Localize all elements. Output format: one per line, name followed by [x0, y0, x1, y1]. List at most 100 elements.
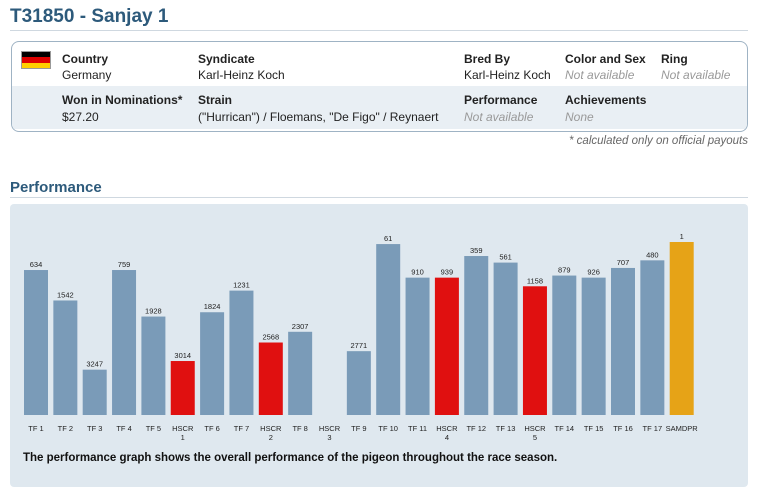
chart-bar	[522, 286, 547, 415]
syndicate-label: Syndicate	[198, 52, 255, 66]
chart-bar	[611, 267, 635, 415]
country-label: Country	[62, 52, 108, 66]
bar-value-label: 3014	[174, 351, 191, 360]
bar-value-label: 939	[441, 268, 454, 277]
chart-bar	[141, 316, 166, 415]
chart-bar	[288, 331, 313, 415]
bar-value-label: 61	[384, 234, 392, 243]
strain-label: Strain	[198, 93, 233, 107]
bar-value-label: 707	[617, 258, 630, 267]
chart-caption: The performance graph shows the overall …	[23, 452, 558, 464]
flag-stripe	[22, 52, 50, 58]
x-tick-label: 1	[181, 433, 185, 442]
bar-value-label: 1231	[233, 281, 250, 290]
chart-bar	[258, 342, 283, 415]
x-tick-label: TF 12	[466, 424, 486, 433]
x-tick-label: HSCR	[172, 424, 194, 433]
x-tick-label: TF 15	[584, 424, 604, 433]
x-tick-label: TF 3	[87, 424, 102, 433]
color-sex-value: Not available	[565, 68, 635, 82]
bar-value-label: 879	[558, 266, 571, 275]
chart-bar	[405, 277, 430, 415]
chart-bar	[53, 300, 78, 415]
chart-bar	[552, 275, 577, 415]
performance-section-title: Performance	[10, 179, 102, 196]
x-tick-label: TF 17	[643, 424, 663, 433]
x-tick-label: HSCR	[524, 424, 546, 433]
country-value: Germany	[62, 68, 112, 82]
ring-label: Ring	[661, 52, 688, 66]
x-tick-label: 3	[327, 433, 331, 442]
chart-bar	[24, 270, 48, 415]
bar-value-label: 759	[118, 260, 131, 269]
x-tick-label: TF 8	[292, 424, 307, 433]
info-row-shaded	[12, 86, 747, 129]
x-tick-label: TF 7	[234, 424, 249, 433]
performance-bar-chart: 634 TF 1 1542 TF 2 3247 TF 3 759 TF 4 1928 TF 5 30…	[24, 232, 699, 442]
performance-label: Performance	[464, 93, 538, 107]
bred-by-value: Karl-Heinz Koch	[464, 68, 551, 82]
achievements-value: None	[565, 110, 594, 124]
x-tick-label: HSCR	[319, 424, 341, 433]
bar-value-label: 1928	[145, 307, 162, 316]
x-tick-label: 5	[533, 433, 537, 442]
x-tick-label: TF 6	[204, 424, 219, 433]
color-sex-label: Color and Sex	[565, 52, 646, 66]
chart-bar	[669, 242, 694, 415]
chart-bar	[82, 369, 107, 415]
bar-value-label: 1824	[204, 302, 221, 311]
x-tick-label: TF 9	[351, 424, 366, 433]
x-tick-label: TF 1	[28, 424, 43, 433]
x-tick-label: TF 2	[58, 424, 73, 433]
flag-stripe	[22, 62, 50, 68]
x-tick-label: HSCR	[260, 424, 282, 433]
section-divider	[10, 197, 748, 198]
chart-bar	[640, 260, 665, 415]
pigeon-info-card: Country Germany Syndicate Karl-Heinz Koc…	[11, 41, 748, 132]
germany-flag-icon	[21, 51, 51, 69]
performance-value: Not available	[464, 110, 534, 124]
bar-value-label: 2307	[292, 322, 309, 331]
chart-bar	[346, 351, 371, 415]
chart-bar	[200, 312, 225, 415]
chart-bar	[376, 244, 401, 415]
bar-value-label: 926	[587, 268, 600, 277]
bar-value-label: 480	[646, 250, 659, 259]
chart-bar	[493, 262, 518, 415]
strain-value: ("Hurrican") / Floemans, "De Figo" / Rey…	[198, 110, 439, 124]
chart-bar	[229, 290, 254, 415]
x-tick-label: TF 5	[146, 424, 161, 433]
x-tick-label: HSCR	[436, 424, 458, 433]
x-tick-label: TF 11	[408, 424, 427, 433]
bar-value-label: 1	[680, 232, 684, 241]
achievements-label: Achievements	[565, 93, 647, 107]
bar-value-label: 910	[411, 268, 424, 277]
won-value: $27.20	[62, 110, 99, 124]
x-tick-label: 4	[445, 433, 449, 442]
ring-value: Not available	[661, 68, 731, 82]
flag-stripe	[22, 57, 50, 63]
bar-value-label: 3247	[86, 360, 103, 369]
bar-value-label: 1158	[527, 276, 543, 285]
title-divider	[10, 30, 748, 31]
x-tick-label: TF 13	[496, 424, 516, 433]
bar-value-label: 634	[30, 260, 43, 269]
syndicate-value: Karl-Heinz Koch	[198, 68, 285, 82]
chart-bar	[112, 270, 137, 415]
chart-bar	[170, 361, 195, 415]
performance-chart-panel: 634 TF 1 1542 TF 2 3247 TF 3 759 TF 4 1928 TF 5 30…	[10, 204, 748, 487]
chart-bar	[464, 256, 489, 415]
bar-value-label: 1542	[57, 290, 74, 299]
chart-bar	[581, 277, 606, 415]
x-tick-label: TF 16	[613, 424, 633, 433]
bar-value-label: 561	[499, 253, 512, 262]
payout-footnote: * calculated only on official payouts	[569, 135, 748, 147]
x-tick-label: SAMDPR	[666, 424, 699, 433]
page-title: T31850 - Sanjay 1	[10, 6, 169, 27]
x-tick-label: TF 14	[555, 424, 575, 433]
x-tick-label: TF 4	[116, 424, 131, 433]
won-label: Won in Nominations*	[62, 93, 183, 107]
bar-value-label: 2568	[262, 333, 279, 342]
bar-value-label: 359	[470, 246, 483, 255]
x-tick-label: TF 10	[378, 424, 398, 433]
